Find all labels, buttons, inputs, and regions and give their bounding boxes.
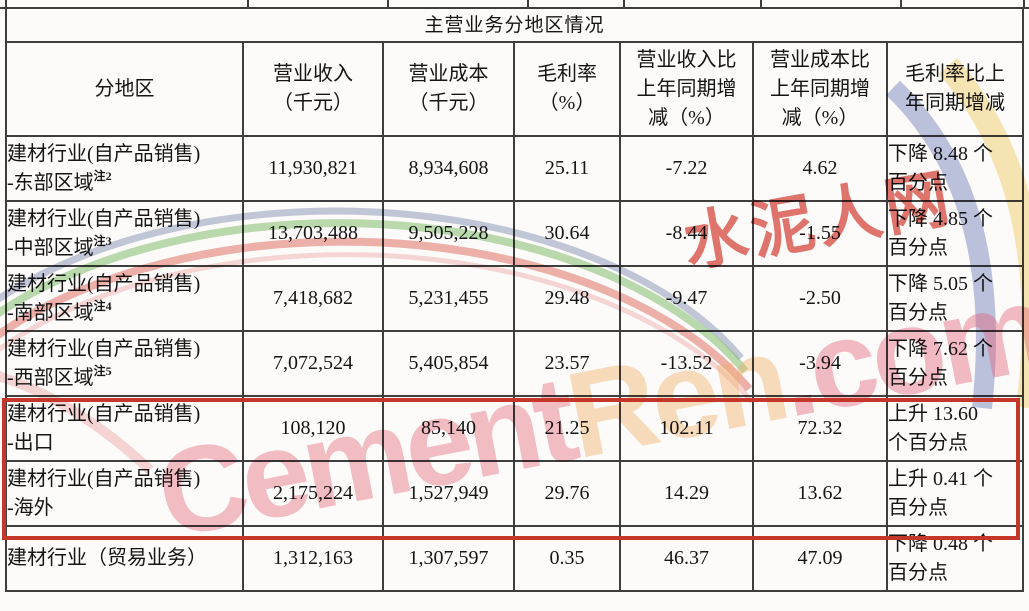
grid-line — [247, 0, 249, 7]
cell-gross-margin: 0.35 — [513, 525, 621, 592]
grid-line — [1023, 0, 1025, 7]
col-header-revenue: 营业收入 （千元） — [242, 41, 384, 137]
col-header-cost-yoy: 营业成本比 上年同期增 减（%） — [752, 41, 888, 137]
table-row-east: 建材行业(自产品销售) -东部区域注2 11,930,821 8,934,608… — [5, 135, 1025, 202]
cell-cost: 1,527,949 — [382, 460, 515, 527]
region-business-table: 主营业务分地区情况 分地区 营业收入 （千元） 营业成本 （千元） 毛利率 （%… — [4, 7, 1025, 592]
cell-margin-yoy: 上升 0.41 个 百分点 — [885, 460, 1025, 527]
table-row-south: 建材行业(自产品销售) -南部区域注4 7,418,682 5,231,455 … — [5, 265, 1025, 332]
footnote-ref: 注5 — [93, 363, 112, 378]
cell-cost: 1,307,597 — [382, 525, 515, 592]
cell-cost: 85,140 — [382, 395, 515, 462]
cell-cost-yoy: -1.55 — [752, 200, 888, 267]
cell-cost-yoy: 47.09 — [752, 525, 888, 592]
col-header-revenue-yoy: 营业收入比 上年同期增 减（%） — [619, 41, 754, 137]
footnote-ref: 注4 — [93, 298, 112, 313]
cell-revenue-yoy: -13.52 — [619, 330, 754, 397]
cell-gross-margin: 25.11 — [513, 135, 621, 202]
cell-region: 建材行业(自产品销售) -西部区域注5 — [5, 330, 244, 397]
grid-line — [623, 0, 625, 7]
cell-region: 建材行业(自产品销售) -南部区域注4 — [5, 265, 244, 332]
cell-revenue-yoy: 102.11 — [619, 395, 754, 462]
cell-region: 建材行业(自产品销售) -出口 — [5, 395, 244, 462]
cell-revenue-yoy: -8.44 — [619, 200, 754, 267]
cell-region: 建材行业(自产品销售) -中部区域注3 — [5, 200, 244, 267]
cell-cost: 5,405,854 — [382, 330, 515, 397]
cell-margin-yoy: 下降 4.85 个 百分点 — [885, 200, 1025, 267]
cell-revenue-yoy: -9.47 — [619, 265, 754, 332]
cell-cost-yoy: -2.50 — [752, 265, 888, 332]
cell-margin-yoy: 下降 8.48 个 百分点 — [885, 135, 1025, 202]
cell-revenue: 7,418,682 — [242, 265, 384, 332]
table-row-west: 建材行业(自产品销售) -西部区域注5 7,072,524 5,405,854 … — [5, 330, 1025, 397]
col-header-cost: 营业成本 （千元） — [382, 41, 515, 137]
cell-revenue: 2,175,224 — [242, 460, 384, 527]
footnote-ref: 注2 — [93, 168, 112, 183]
cell-revenue-yoy: 46.37 — [619, 525, 754, 592]
cell-cost: 5,231,455 — [382, 265, 515, 332]
cell-gross-margin: 23.57 — [513, 330, 621, 397]
cell-cost: 9,505,228 — [382, 200, 515, 267]
cell-margin-yoy: 下降 0.48 个 百分点 — [885, 525, 1025, 592]
table-title: 主营业务分地区情况 — [4, 7, 1025, 43]
col-header-region: 分地区 — [5, 41, 244, 137]
grid-line — [527, 0, 529, 7]
cell-gross-margin: 29.48 — [513, 265, 621, 332]
table-row-overseas: 建材行业(自产品销售) -海外 2,175,224 1,527,949 29.7… — [5, 460, 1025, 527]
cell-revenue: 1,312,163 — [242, 525, 384, 592]
col-header-margin-yoy: 毛利率比上 年同期增减 — [885, 41, 1025, 137]
grid-line — [387, 0, 389, 7]
cell-revenue: 7,072,524 — [242, 330, 384, 397]
cell-gross-margin: 21.25 — [513, 395, 621, 462]
cell-cost-yoy: -3.94 — [752, 330, 888, 397]
table-row-export: 建材行业(自产品销售) -出口 108,120 85,140 21.25 102… — [5, 395, 1025, 462]
cell-region: 建材行业(自产品销售) -东部区域注2 — [5, 135, 244, 202]
cell-region: 建材行业(自产品销售) -海外 — [5, 460, 244, 527]
cell-revenue: 108,120 — [242, 395, 384, 462]
cell-margin-yoy: 上升 13.60 个百分点 — [885, 395, 1025, 462]
cell-cost-yoy: 72.32 — [752, 395, 888, 462]
cell-margin-yoy: 下降 5.05 个 百分点 — [885, 265, 1025, 332]
cell-cost-yoy: 4.62 — [752, 135, 888, 202]
grid-line — [900, 0, 902, 7]
cell-revenue: 11,930,821 — [242, 135, 384, 202]
cell-region: 建材行业（贸易业务） — [5, 525, 244, 592]
cell-revenue-yoy: 14.29 — [619, 460, 754, 527]
col-header-gross-margin: 毛利率 （%） — [513, 41, 621, 137]
footnote-ref: 注3 — [93, 233, 112, 248]
table-title-row: 主营业务分地区情况 — [4, 7, 1025, 43]
grid-line — [760, 0, 762, 7]
cell-revenue: 13,703,488 — [242, 200, 384, 267]
cell-cost: 8,934,608 — [382, 135, 515, 202]
grid-line — [5, 0, 7, 7]
table-row-trading: 建材行业（贸易业务） 1,312,163 1,307,597 0.35 46.3… — [5, 525, 1025, 592]
cell-revenue-yoy: -7.22 — [619, 135, 754, 202]
cell-margin-yoy: 下降 7.62 个 百分点 — [885, 330, 1025, 397]
table-row-central: 建材行业(自产品销售) -中部区域注3 13,703,488 9,505,228… — [5, 200, 1025, 267]
table-header-row: 分地区 营业收入 （千元） 营业成本 （千元） 毛利率 （%） 营业收入比 上年… — [5, 41, 1025, 137]
cell-gross-margin: 29.76 — [513, 460, 621, 527]
cell-gross-margin: 30.64 — [513, 200, 621, 267]
cell-cost-yoy: 13.62 — [752, 460, 888, 527]
